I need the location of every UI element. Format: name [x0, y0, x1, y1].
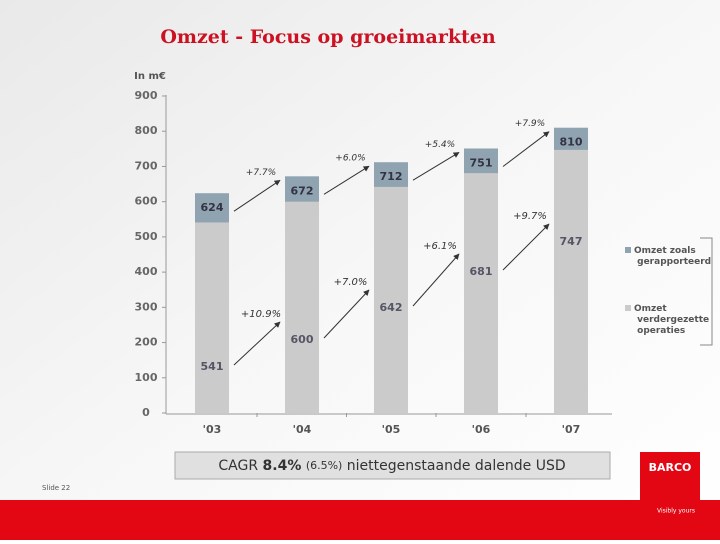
growth-arrow	[502, 223, 550, 271]
legend-label: Omzet zoals gerapporteerd	[634, 246, 711, 267]
growth-label: +5.4%	[425, 140, 455, 150]
y-tick-label: 700	[135, 159, 158, 172]
growth-arrow	[412, 152, 460, 181]
footer-bar	[0, 500, 720, 540]
y-tick-label: 500	[135, 230, 158, 243]
x-tick-label: '05	[382, 423, 401, 436]
x-tick-label: '07	[562, 423, 581, 436]
cagr-value: 8.4%	[263, 458, 302, 474]
plot: 0 100 200 300 400 500 600 700 800 900 '03 '04 '05 '06…	[135, 89, 713, 436]
growth-arrow	[412, 253, 460, 307]
y-tick-label: 300	[135, 300, 158, 313]
growth-label: +10.9%	[241, 309, 281, 320]
value-label: 681	[470, 265, 493, 278]
growth-arrow	[323, 289, 370, 339]
growth-label: +7.9%	[515, 119, 545, 129]
bar	[285, 201, 319, 413]
growth-arrow	[233, 321, 281, 366]
bar	[554, 149, 588, 413]
bar	[195, 222, 229, 413]
growth-label: +7.0%	[334, 277, 368, 288]
cagr-box	[174, 451, 611, 480]
y-tick-label: 200	[135, 336, 158, 349]
growth-arrow	[233, 179, 281, 212]
value-label: 751	[470, 156, 493, 169]
tagline: Visibly yours	[657, 508, 695, 515]
value-label: 541	[201, 360, 224, 373]
value-label: 642	[380, 301, 403, 314]
bar	[374, 186, 408, 413]
value-label: 600	[291, 333, 314, 346]
legend-swatch	[625, 305, 631, 311]
cagr-text: CAGR 8.4% (6.5%) niettegenstaande dalend…	[218, 458, 565, 474]
title: Omzet - Focus op groeimarkten	[160, 26, 496, 48]
value-label: 747	[560, 235, 583, 248]
bar	[464, 173, 498, 413]
legend-label: Omzet verdergezette operaties	[634, 304, 709, 336]
y-tick-label: 0	[142, 406, 150, 419]
growth-label: +9.7%	[513, 211, 547, 222]
growth-label: +6.1%	[423, 241, 457, 252]
unit-label: In m€	[134, 71, 166, 82]
x-tick-label: '04	[293, 423, 312, 436]
growth-label: +6.0%	[335, 154, 365, 164]
y-tick-label: 400	[135, 265, 158, 278]
legend-swatch	[625, 247, 631, 253]
logo: BARCO	[649, 461, 692, 474]
growth-label: +7.7%	[246, 168, 276, 178]
value-label: 672	[291, 184, 314, 197]
y-tick-label: 800	[135, 124, 158, 137]
cagr-note: niettegenstaande dalende USD	[347, 458, 566, 474]
legend-frame	[700, 237, 713, 346]
y-tick-label: 900	[135, 89, 158, 102]
value-label: 810	[560, 136, 583, 149]
cagr-alt: (6.5%)	[306, 459, 343, 472]
logo-block	[640, 452, 700, 520]
slide-number: Slide 22	[42, 484, 70, 492]
value-label: 624	[201, 201, 224, 214]
growth-arrow	[323, 165, 370, 195]
y-tick-label: 100	[135, 371, 158, 384]
value-label: 712	[380, 170, 403, 183]
x-tick-label: '03	[203, 423, 222, 436]
x-tick-label: '06	[472, 423, 491, 436]
y-tick-label: 600	[135, 195, 158, 208]
cagr-word: CAGR	[218, 458, 258, 474]
growth-arrow	[502, 131, 550, 167]
